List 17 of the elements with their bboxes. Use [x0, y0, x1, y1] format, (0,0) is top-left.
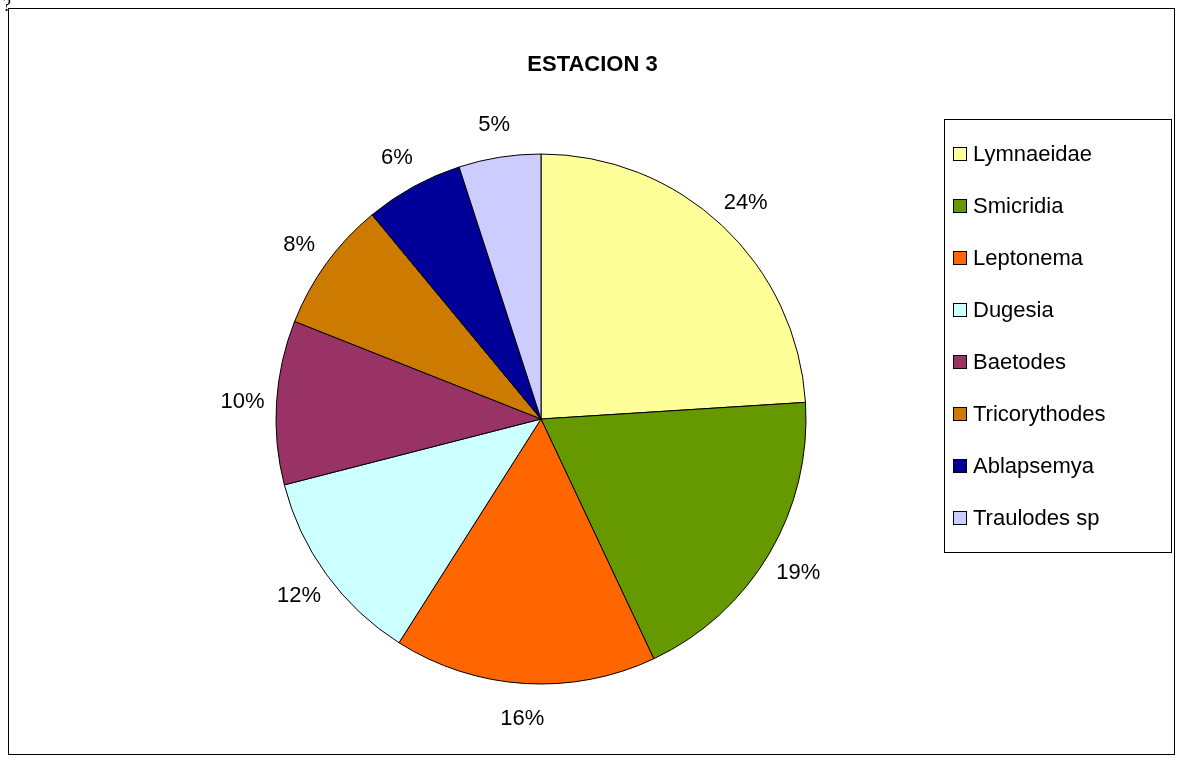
data-label: 16%: [500, 704, 545, 730]
legend-label: Lymnaeidae: [973, 141, 1093, 167]
chart-title: ESTACION 3: [526, 51, 659, 77]
data-label: 8%: [283, 230, 315, 256]
data-label: 10%: [220, 387, 265, 413]
data-label: 12%: [277, 582, 322, 608]
legend-label: Baetodes: [973, 349, 1066, 375]
legend-label: Tricorythodes: [973, 401, 1106, 427]
legend-label: Traulodes sp: [973, 505, 1100, 531]
data-label: 24%: [723, 188, 768, 214]
data-label: 19%: [776, 558, 821, 584]
legend-label: Leptonema: [973, 245, 1084, 271]
data-label: 5%: [478, 111, 511, 137]
legend-label: Ablapsemya: [973, 453, 1095, 479]
data-label: 6%: [381, 144, 413, 170]
legend-label: Smicridia: [973, 193, 1064, 219]
legend-label: Dugesia: [973, 297, 1054, 323]
